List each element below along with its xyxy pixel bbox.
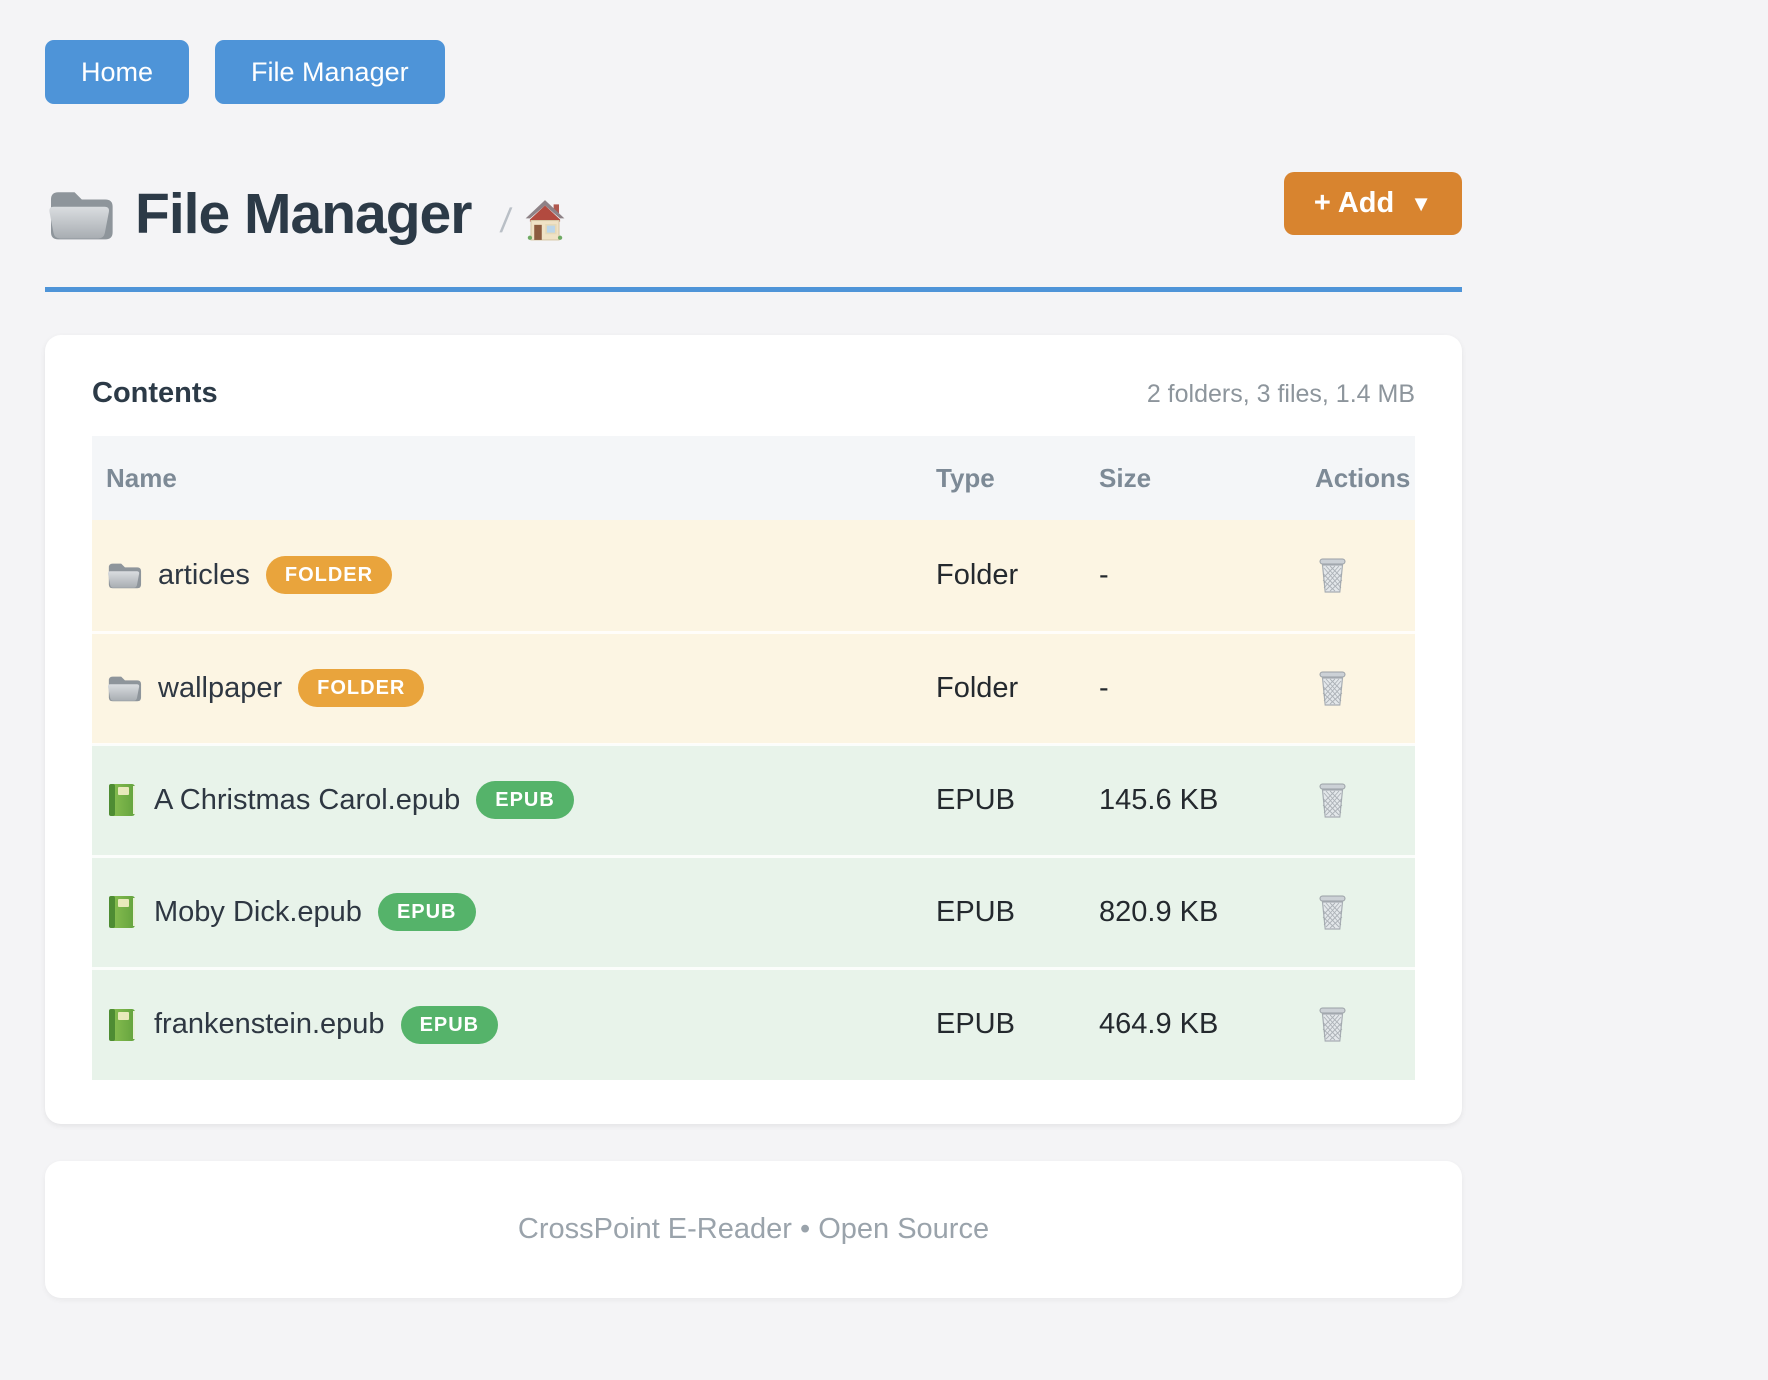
breadcrumb: / (498, 199, 567, 247)
add-button[interactable]: + Add ▼ (1283, 172, 1462, 235)
folder-icon (107, 563, 142, 589)
folder-icon (49, 192, 113, 240)
delete-button[interactable] (1303, 1006, 1348, 1043)
contents-summary: 2 folders, 3 files, 1.4 MB (1146, 380, 1415, 408)
folder-badge: FOLDER (298, 669, 425, 707)
type-cell: EPUB (936, 1008, 1015, 1041)
page-header: File Manager / + Add ▼ (45, 172, 1462, 247)
epub-badge: EPUB (377, 893, 476, 931)
panel-head: Contents 2 folders, 3 files, 1.4 MB (92, 377, 1415, 410)
folder-icon (107, 676, 142, 702)
size-cell: 464.9 KB (1099, 1008, 1219, 1041)
title-group: File Manager (45, 181, 472, 247)
table-row: Moby Dick.epub EPUB EPUB 820.9 KB (92, 854, 1415, 968)
page-container: Home File Manager File Manager / + Add ▼… (45, 0, 1462, 1298)
column-header-type: Type (936, 436, 1099, 520)
delete-button[interactable] (1303, 894, 1348, 931)
footer-text: CrossPoint E-Reader • Open Source (517, 1213, 990, 1245)
book-icon (109, 1008, 135, 1041)
page-title: File Manager (135, 182, 472, 246)
caret-down-icon: ▼ (1410, 190, 1432, 216)
nav-home-button[interactable]: Home (45, 40, 190, 104)
column-header-size: Size (1099, 436, 1303, 520)
delete-button[interactable] (1303, 782, 1348, 819)
table-row: A Christmas Carol.epub EPUB EPUB 145.6 K… (92, 742, 1415, 856)
file-name-link[interactable]: A Christmas Carol.epub (154, 783, 461, 816)
table-row: wallpaper FOLDER Folder - (92, 630, 1415, 744)
trash-icon (1319, 1007, 1346, 1042)
book-icon (109, 784, 135, 816)
folder-name-link[interactable]: wallpaper (158, 671, 283, 704)
trash-icon (1319, 894, 1346, 930)
size-cell: 820.9 KB (1099, 895, 1219, 928)
footer-card: CrossPoint E-Reader • Open Source (45, 1161, 1462, 1298)
file-table: Name Type Size Actions articles FOLDER F… (92, 436, 1415, 1080)
column-header-name: Name (92, 436, 936, 520)
size-cell: - (1099, 671, 1109, 704)
home-icon[interactable] (523, 199, 567, 241)
accent-divider (45, 287, 1462, 292)
folder-name-link[interactable]: articles (158, 558, 250, 591)
file-name-link[interactable]: frankenstein.epub (154, 1008, 385, 1041)
trash-icon (1319, 558, 1346, 593)
size-cell: - (1099, 558, 1109, 591)
epub-badge: EPUB (476, 781, 574, 819)
delete-button[interactable] (1303, 557, 1348, 594)
table-header-row: Name Type Size Actions (92, 436, 1415, 520)
type-cell: Folder (936, 558, 1019, 591)
nav-file-manager-button[interactable]: File Manager (215, 40, 445, 104)
size-cell: 145.6 KB (1099, 783, 1219, 816)
contents-card: Contents 2 folders, 3 files, 1.4 MB Name… (45, 335, 1462, 1124)
table-row: frankenstein.epub EPUB EPUB 464.9 KB (92, 966, 1415, 1080)
file-name-link[interactable]: Moby Dick.epub (154, 895, 362, 928)
column-header-actions: Actions (1303, 436, 1415, 520)
trash-icon (1319, 782, 1346, 818)
breadcrumb-separator: / (498, 202, 514, 240)
type-cell: EPUB (936, 895, 1015, 928)
table-row: articles FOLDER Folder - (92, 520, 1415, 632)
type-cell: EPUB (936, 783, 1015, 816)
book-icon (109, 896, 135, 928)
delete-button[interactable] (1303, 670, 1348, 707)
epub-badge: EPUB (400, 1005, 499, 1044)
panel-title: Contents (92, 377, 218, 409)
add-button-label: + Add (1313, 187, 1395, 219)
top-nav: Home File Manager (45, 0, 1462, 104)
type-cell: Folder (936, 671, 1019, 704)
folder-badge: FOLDER (265, 556, 393, 595)
trash-icon (1319, 670, 1346, 706)
